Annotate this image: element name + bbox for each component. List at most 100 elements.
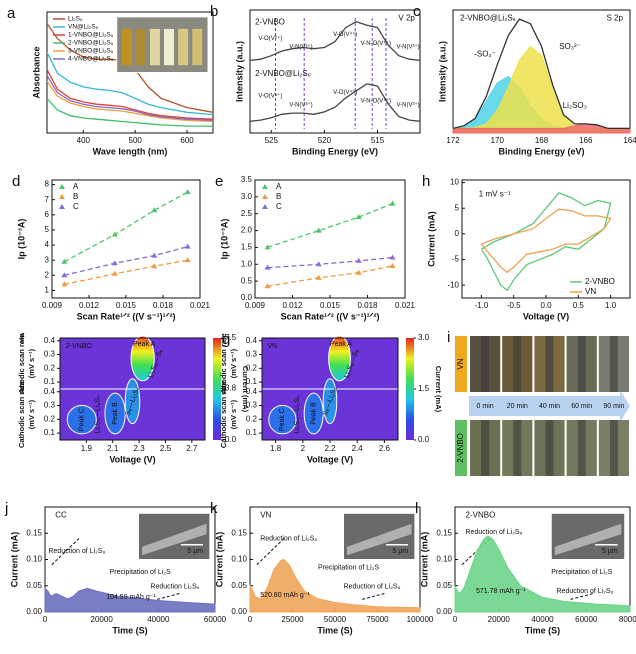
- y-tick-label: 0.4: [44, 336, 56, 345]
- time-label: 90 min: [603, 403, 624, 410]
- line: [480, 192, 612, 292]
- annotation: V-O(V⁵⁺): [258, 35, 282, 42]
- x-tick-label: 40000: [531, 615, 554, 624]
- y-tick-label: 2.5: [241, 209, 253, 218]
- y-tick-label: -10: [447, 280, 459, 289]
- region-label: VN: [267, 343, 277, 350]
- electrode: [609, 420, 618, 476]
- x-tick-label: 168: [535, 136, 549, 145]
- y-axis-unit: (mV s⁻¹): [27, 399, 36, 429]
- legend-marker: [262, 194, 268, 199]
- panel-8: i VN 2-VNBO 0 min 20 min 40 min 60 min 90 min: [447, 329, 630, 476]
- panel-label: h: [422, 173, 430, 190]
- vial: [121, 28, 132, 66]
- annotation: V-O(V⁵⁺): [258, 93, 282, 100]
- panel-3: d 0.009 0.012 0.015 0.018 0.021 1 2 3 4 5 6 7 8 Scan R…: [12, 173, 211, 321]
- panel-label: k: [210, 500, 218, 517]
- x-tick-label: 170: [491, 136, 505, 145]
- heat-region: [130, 335, 155, 382]
- vial: [149, 28, 160, 66]
- x-tick-label: 20000: [91, 615, 114, 624]
- point: [61, 281, 68, 287]
- region-label: Peak C: [279, 408, 286, 431]
- y-axis-label: Absorbance: [31, 46, 41, 98]
- time-label: 60 min: [571, 403, 592, 410]
- arrow: [51, 538, 80, 566]
- time-label: 20 min: [507, 403, 528, 410]
- electrode: [481, 336, 490, 392]
- colorbar-tick-label: 1.5: [418, 384, 430, 393]
- y-tick-label: 0.1: [246, 428, 258, 437]
- y-axis-unit: (mV s⁻¹): [229, 399, 238, 429]
- annotation: 571.78 mAh g⁻¹: [476, 588, 526, 595]
- area: [249, 558, 421, 613]
- panel-label: g: [222, 331, 230, 348]
- heat-region: [66, 404, 97, 435]
- annotation: Reduction of Li₂S₈: [466, 529, 523, 536]
- y-tick-label: 7: [45, 195, 50, 204]
- fit-line: [64, 245, 188, 276]
- y-tick-label: 0.3: [246, 350, 258, 359]
- point: [184, 243, 191, 249]
- x-tick-label: 2.4: [352, 444, 364, 453]
- colorbar-tick-label: 7.5: [225, 333, 237, 342]
- y-tick-label: 0.2: [44, 363, 56, 372]
- annotation: Reduction of Li₂S₆: [557, 588, 614, 595]
- arrow: [157, 592, 182, 600]
- annotation: V-O(V⁴⁺): [333, 89, 357, 96]
- x-tick-label: 50000: [324, 615, 347, 624]
- legend-marker: [59, 204, 65, 209]
- x-tick-label: 0: [248, 615, 253, 624]
- heat-region: [328, 335, 351, 382]
- y-tick-label: 0.05: [231, 581, 247, 590]
- annotation: 104.59 mAh g⁻¹: [106, 594, 156, 601]
- vial: [178, 28, 189, 66]
- x-tick-label: 25000: [281, 615, 304, 624]
- annotation: 5 µm: [187, 548, 203, 555]
- annotation: V-N(V³⁺): [289, 101, 312, 108]
- x-axis-label: Time (S): [112, 625, 147, 635]
- y-tick-label: 0.4: [246, 336, 258, 345]
- point: [264, 264, 271, 270]
- y-axis-label: Current (mA): [214, 532, 224, 588]
- x-tick-label: 2: [301, 444, 306, 453]
- heat-region: [268, 404, 297, 435]
- annotation: Reduction Li₂S₆: [150, 584, 199, 591]
- x-axis-label: Voltage (V): [523, 311, 569, 321]
- x-tick-label: 60000: [575, 615, 598, 624]
- panel-label: a: [7, 5, 16, 22]
- y-tick-label: 0.5: [241, 276, 253, 285]
- legend-label: 4-VNBO@Li₂S₆: [68, 56, 114, 63]
- y-tick-label: 1: [45, 286, 50, 295]
- y-axis-label: Cathodic scan rate: [17, 381, 26, 448]
- line: [249, 20, 421, 62]
- electrode: [577, 420, 586, 476]
- y-tick-label: 0.00: [231, 607, 247, 616]
- time-arrow: [469, 390, 630, 422]
- x-tick-label: 0.012: [282, 301, 303, 310]
- panel-label: e: [215, 173, 223, 190]
- annotation: 2-VNBO@Li₂S₆: [460, 14, 516, 23]
- y-tick-label: 3.0: [241, 192, 253, 201]
- heat-region: [322, 378, 338, 425]
- line: [480, 208, 612, 274]
- region-label: Peak C: [79, 408, 86, 431]
- point: [355, 257, 362, 263]
- sem-fiber: [346, 523, 412, 556]
- point: [184, 189, 191, 195]
- x-tick-label: 515: [371, 136, 385, 145]
- annotation: VN: [260, 511, 271, 520]
- y-axis-label: Ip (10⁻³A): [219, 219, 229, 260]
- legend-label: A: [73, 182, 79, 191]
- annotation: V-N(V³⁺): [397, 101, 420, 108]
- point: [315, 261, 322, 267]
- region-label: Peak A: [133, 341, 156, 348]
- y-tick-label: 0.2: [246, 363, 258, 372]
- panel-label: c: [413, 3, 421, 20]
- y-tick-label: 0.2: [246, 414, 258, 423]
- y-axis-label: Intensity (a.u.): [234, 41, 244, 102]
- panel-label: l: [415, 500, 418, 517]
- fit-line: [63, 191, 189, 263]
- y-tick-label: 8: [45, 180, 50, 189]
